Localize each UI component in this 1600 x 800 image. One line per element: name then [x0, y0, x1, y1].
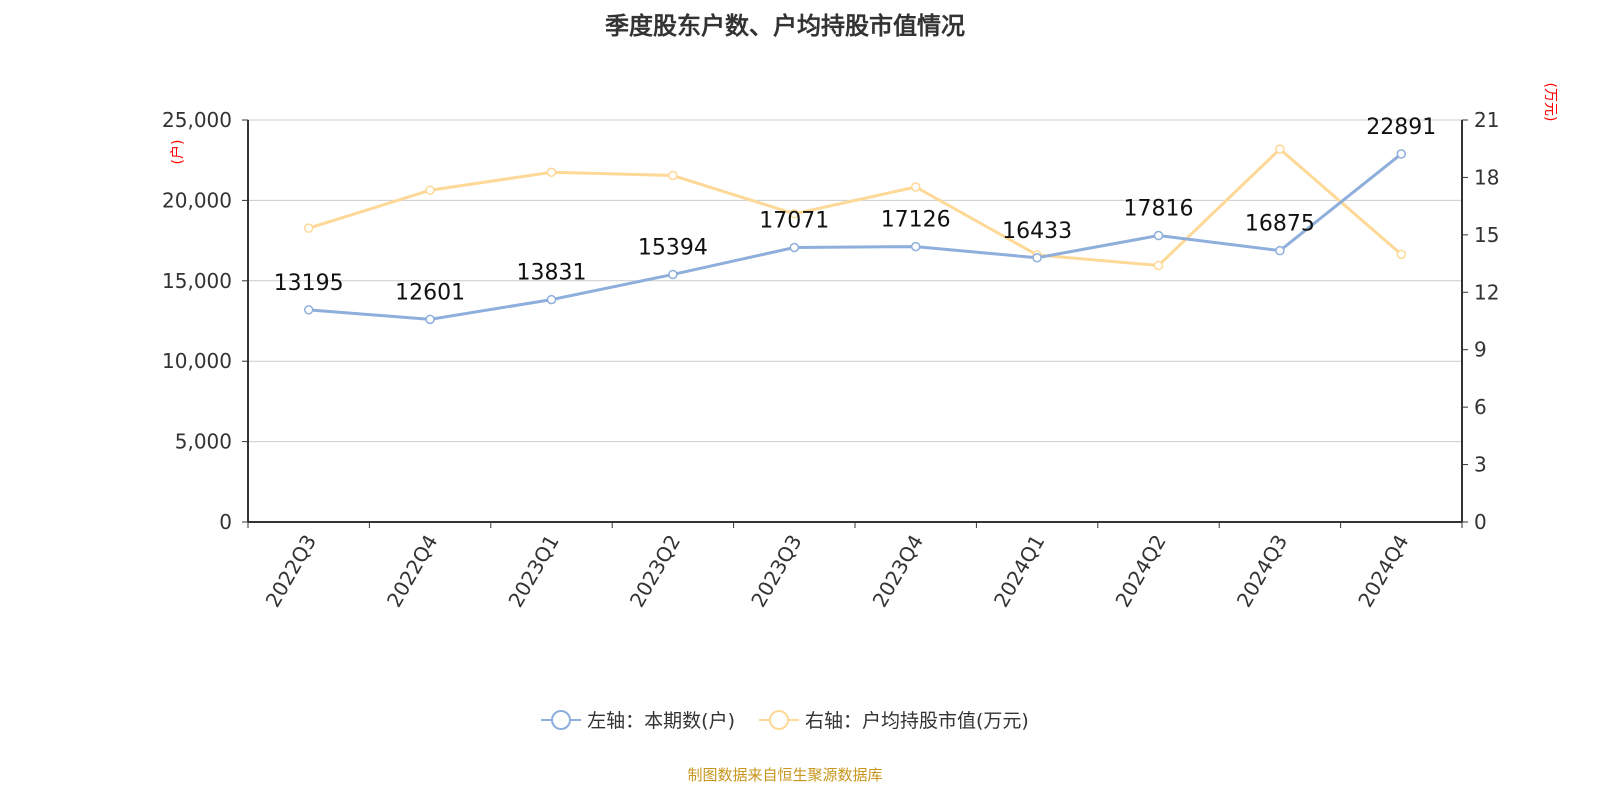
x-tick-label: 2023Q2	[625, 531, 685, 612]
right-tick-label: 0	[1474, 510, 1487, 534]
x-tick-label: 2024Q3	[1232, 531, 1292, 612]
data-label: 17071	[759, 208, 829, 233]
data-point	[910, 241, 921, 252]
data-point	[1396, 249, 1407, 260]
legend-item-avg-value[interactable]: 右轴：户均持股市值(万元)	[759, 706, 1029, 733]
data-point	[303, 305, 314, 315]
data-point	[789, 242, 800, 253]
series-line	[308, 147, 1403, 268]
source-note: 制图数据来自恒生聚源数据库	[687, 766, 883, 784]
legend-label: 右轴：户均持股市值(万元)	[805, 710, 1029, 732]
x-tick-label: 2023Q4	[868, 531, 928, 612]
data-point	[546, 167, 557, 178]
chart-title: 季度股东户数、户均持股市值情况	[605, 12, 965, 40]
series-line	[308, 152, 1403, 321]
data-point	[1032, 253, 1042, 263]
data-point	[910, 182, 921, 192]
legend: 左轴：本期数(户) 右轴：户均持股市值(万元)	[0, 706, 1570, 733]
right-tick-label: 9	[1474, 338, 1487, 362]
x-tick-label: 2022Q4	[382, 531, 442, 612]
right-tick-label: 21	[1474, 108, 1499, 132]
x-tick-label: 2024Q4	[1353, 531, 1413, 612]
data-label: 17816	[1124, 197, 1194, 222]
data-label: 15394	[638, 235, 708, 260]
left-tick-label: 25,000	[162, 108, 232, 132]
data-point	[789, 209, 800, 219]
data-point	[546, 294, 557, 305]
data-label: 22891	[1366, 115, 1436, 140]
left-tick-label: 15,000	[162, 269, 232, 293]
data-label: 16433	[1002, 219, 1072, 244]
data-point	[1275, 245, 1285, 256]
data-point	[303, 223, 314, 233]
data-point	[425, 185, 435, 196]
data-label: 17126	[881, 208, 951, 233]
left-tick-label: 0	[219, 510, 232, 534]
data-point	[1153, 260, 1164, 271]
legend-item-households[interactable]: 左轴：本期数(户)	[541, 706, 735, 733]
right-tick-label: 12	[1474, 280, 1499, 304]
legend-label: 左轴：本期数(户)	[587, 710, 735, 732]
x-tick-label: 2023Q1	[503, 531, 563, 612]
right-tick-label: 3	[1474, 453, 1487, 477]
data-point	[425, 314, 435, 325]
data-point	[668, 269, 678, 280]
data-label: 12601	[395, 280, 465, 305]
x-tick-label: 2024Q1	[989, 531, 1049, 612]
data-label: 13831	[517, 261, 587, 286]
x-tick-label: 2024Q2	[1110, 531, 1170, 612]
left-axis-unit: (户)	[169, 140, 186, 165]
data-point	[668, 170, 678, 181]
left-tick-label: 5,000	[175, 430, 232, 454]
right-tick-label: 15	[1474, 223, 1499, 247]
data-label: 16875	[1245, 212, 1315, 237]
left-tick-label: 20,000	[162, 188, 232, 212]
x-tick-label: 2022Q3	[261, 531, 321, 612]
x-tick-label: 2023Q3	[746, 531, 806, 612]
data-point	[1396, 149, 1407, 159]
right-tick-label: 18	[1474, 165, 1499, 189]
data-point	[1275, 144, 1285, 154]
data-label: 13195	[274, 271, 344, 296]
right-axis-unit: (万元)	[1542, 83, 1558, 122]
right-tick-label: 6	[1474, 395, 1487, 419]
left-tick-label: 10,000	[162, 349, 232, 373]
data-point	[1153, 230, 1164, 241]
